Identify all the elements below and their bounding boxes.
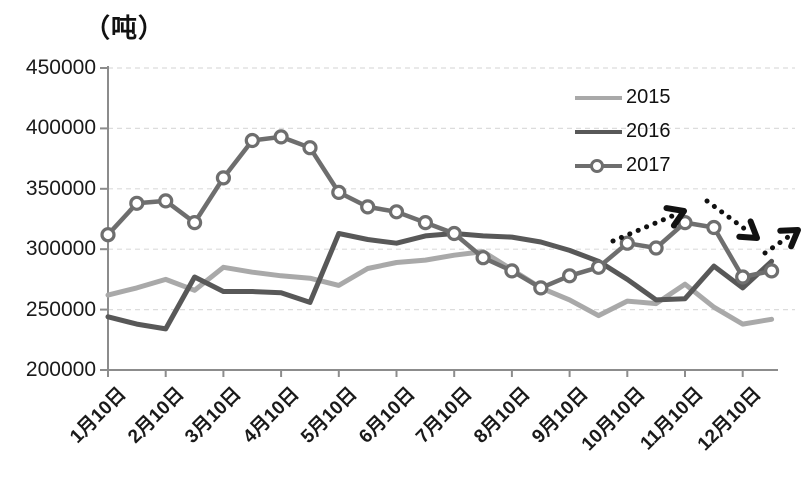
data-point-marker <box>129 195 145 211</box>
trend-arrow-shaft-up <box>762 233 793 256</box>
legend-swatch-2017 <box>575 158 622 173</box>
y-tick-label: 400000 <box>25 116 96 139</box>
legend-swatch-2016 <box>575 129 622 134</box>
legend: 2015 2016 2017 <box>575 86 671 177</box>
data-point-marker <box>648 240 664 256</box>
legend-label: 2015 <box>626 86 671 108</box>
legend-swatch-2015 <box>575 95 622 100</box>
data-point-marker <box>533 280 549 296</box>
data-point-marker <box>735 269 751 285</box>
y-tick-label: 200000 <box>25 358 96 381</box>
trend-arrow-shaft-up <box>610 212 678 244</box>
data-point-marker <box>302 140 318 156</box>
legend-item-2016: 2016 <box>575 120 671 143</box>
data-point-marker <box>417 215 433 231</box>
data-point-marker <box>590 259 607 275</box>
legend-item-2017: 2017 <box>575 154 671 177</box>
data-point-marker <box>331 184 347 200</box>
data-point-marker <box>244 132 260 149</box>
series-line-2017 <box>105 134 774 291</box>
data-point-marker <box>187 215 203 231</box>
trend-arrow-shaft-down <box>704 198 752 235</box>
series-line-2016 <box>105 231 775 332</box>
legend-label: 2017 <box>626 154 671 176</box>
series-line-2015 <box>105 249 775 327</box>
data-point-marker <box>100 227 116 243</box>
legend-label: 2016 <box>626 120 671 142</box>
legend-item-2015: 2015 <box>575 86 671 109</box>
data-point-marker <box>475 250 491 266</box>
trend-arrow-head-up <box>663 205 687 229</box>
data-point-marker <box>273 129 289 145</box>
data-point-marker <box>561 268 578 284</box>
data-point-marker <box>706 219 722 236</box>
trend-arrow-head-up <box>777 227 801 250</box>
data-point-marker <box>158 193 174 209</box>
data-point-marker <box>360 199 376 215</box>
y-axis-title: （吨） <box>84 13 166 43</box>
y-tick-label: 350000 <box>25 177 96 200</box>
legend-marker-dot <box>590 158 604 173</box>
data-point-marker <box>388 204 405 220</box>
data-point-marker <box>763 263 780 279</box>
data-point-marker <box>446 225 462 242</box>
data-point-marker <box>215 170 231 186</box>
data-point-marker <box>619 235 635 251</box>
data-point-marker <box>504 263 520 279</box>
trend-arrow-head-down <box>736 218 760 241</box>
y-tick-label: 250000 <box>25 298 96 321</box>
y-tick-label: 450000 <box>25 56 96 79</box>
y-tick-label: 300000 <box>25 237 96 260</box>
